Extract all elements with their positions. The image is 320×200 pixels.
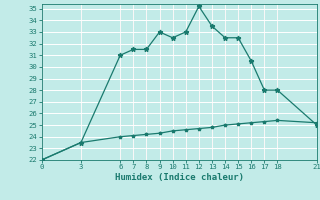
X-axis label: Humidex (Indice chaleur): Humidex (Indice chaleur) [115, 173, 244, 182]
